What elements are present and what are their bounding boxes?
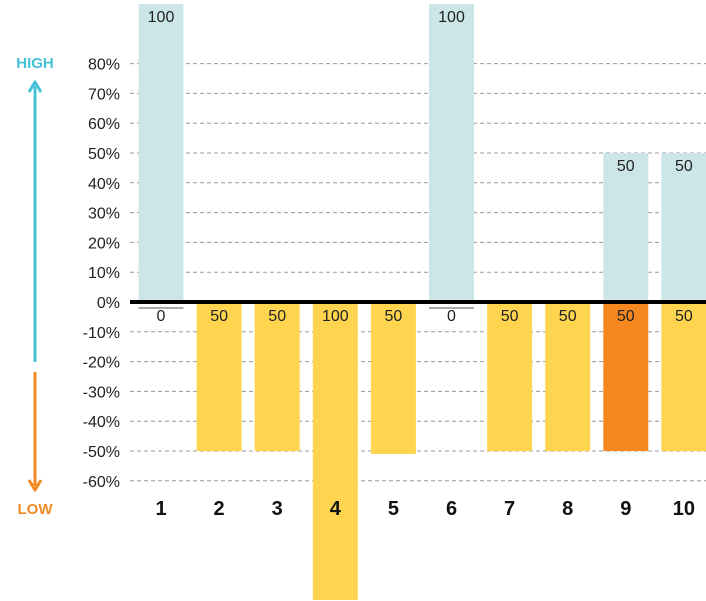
category-label: 5 [388,498,399,520]
low-label: LOW [18,501,54,518]
y-tick-label: 20% [88,235,120,252]
negative-bar [661,302,706,451]
category-label: 10 [673,498,695,520]
negative-bar [370,302,416,454]
negative-bar [254,302,300,451]
positive-bar [138,4,184,302]
negative-bar [312,302,358,600]
y-tick-label: -50% [83,444,120,461]
negative-bar [545,302,591,451]
y-tick-label: 40% [88,176,120,193]
y-tick-label: 80% [88,57,120,74]
negative-bar [603,302,649,451]
positive-bar-label: 50 [675,158,693,175]
negative-bar [487,302,533,451]
y-tick-label: -30% [83,384,120,401]
negative-bar-label: 100 [322,308,349,325]
positive-bar [429,4,474,302]
bar-labels: 100 0 50 50 100 50 100 0 50 50 50 50 50 50 [148,9,693,325]
y-tick-label: -40% [83,414,120,431]
negative-bar-label: 50 [268,308,286,325]
y-tick-label: 10% [88,265,120,282]
low-arrow-head [27,479,43,492]
high-arrow-head [27,80,43,93]
negative-bar-label: 0 [157,308,166,325]
high-label: HIGH [16,55,54,72]
negative-bar-label: 50 [559,308,577,325]
negative-bar-label: 50 [385,308,403,325]
positive-bar-label: 100 [438,9,465,26]
y-tick-label: -10% [83,325,120,342]
category-label: 7 [504,498,515,520]
negative-bar [196,302,242,451]
y-tick-label: 0% [97,295,120,312]
y-tick-label: 70% [88,86,120,103]
positive-bar-label: 100 [148,9,175,26]
positive-bar-label: 50 [617,158,635,175]
category-label: 4 [330,498,342,520]
y-tick-label: 50% [88,146,120,163]
y-axis-tick-labels: 80% 70% 60% 50% 40% 30% 20% 10% 0% -10% -20% -30% -4… [83,57,120,491]
negative-bar-label: 50 [210,308,228,325]
negative-bar-label: 50 [675,308,693,325]
category-label: 8 [562,498,573,520]
positive-bar [661,153,706,302]
bars [138,4,706,600]
positive-bar [603,153,649,302]
y-tick-label: 30% [88,206,120,223]
category-label: 2 [214,498,225,520]
y-tick-label: 60% [88,116,120,133]
y-tick-label: -20% [83,355,120,372]
y-tick-label: -60% [83,474,120,491]
x-axis-category-labels: 1 2 3 4 5 6 7 8 9 10 [155,498,695,520]
negative-bar-label: 50 [501,308,519,325]
category-label: 3 [272,498,283,520]
negative-bar-label: 50 [617,308,635,325]
negative-bar-label: 0 [447,308,456,325]
high-low-indicator: HIGH LOW [16,55,54,518]
category-label: 1 [155,498,166,520]
category-label: 9 [620,498,631,520]
category-label: 6 [446,498,457,520]
